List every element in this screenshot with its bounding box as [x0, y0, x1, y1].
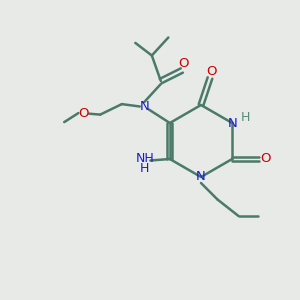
Text: O: O — [260, 152, 271, 166]
Text: N: N — [227, 116, 237, 130]
Text: O: O — [79, 106, 89, 120]
Text: H: H — [140, 161, 150, 175]
Text: NH: NH — [136, 152, 154, 165]
Text: O: O — [206, 65, 217, 78]
Text: N: N — [140, 100, 149, 113]
Text: O: O — [178, 57, 189, 70]
Text: N: N — [196, 170, 206, 184]
Text: H: H — [241, 111, 250, 124]
